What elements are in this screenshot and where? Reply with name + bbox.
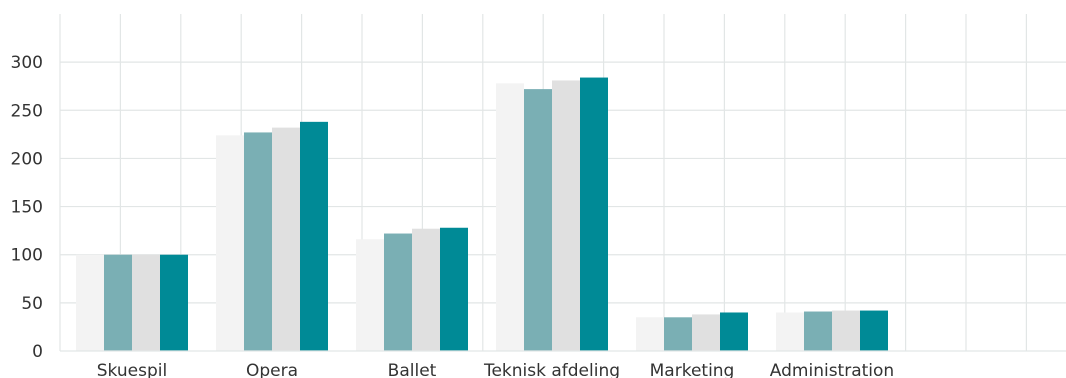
y-tick-label: 200 bbox=[11, 149, 43, 169]
x-category-label: Administration bbox=[770, 361, 894, 378]
bar bbox=[664, 317, 692, 351]
bar bbox=[132, 254, 160, 351]
bars bbox=[76, 77, 888, 352]
bar bbox=[76, 254, 104, 351]
bar bbox=[524, 89, 552, 352]
y-tick-label: 250 bbox=[11, 101, 43, 121]
bar bbox=[636, 317, 664, 351]
bar bbox=[440, 227, 468, 351]
bar bbox=[832, 310, 860, 351]
bar bbox=[776, 312, 804, 351]
x-category-label: Ballet bbox=[388, 361, 437, 378]
bar bbox=[412, 228, 440, 351]
bar bbox=[552, 80, 580, 352]
bar bbox=[860, 310, 888, 351]
bar bbox=[272, 127, 300, 351]
bar bbox=[356, 239, 384, 351]
y-tick-label: 150 bbox=[11, 198, 43, 218]
bar bbox=[300, 121, 328, 351]
bar bbox=[244, 132, 272, 351]
x-axis-labels: Skuespil Opera Ballet Teknisk afdeling Marke… bbox=[97, 361, 894, 378]
bar bbox=[384, 233, 412, 351]
y-axis-ticks: 0 50 100 150 200 250 300 bbox=[11, 53, 43, 362]
bar bbox=[804, 311, 832, 351]
x-category-label: Marketing bbox=[650, 361, 735, 378]
bar bbox=[692, 314, 720, 351]
y-tick-label: 100 bbox=[11, 246, 43, 266]
x-category-label: Opera bbox=[246, 361, 298, 378]
bar bbox=[580, 77, 608, 351]
bar bbox=[160, 254, 188, 351]
y-tick-label: 50 bbox=[21, 294, 43, 314]
x-category-label: Teknisk afdeling bbox=[483, 361, 620, 378]
y-tick-label: 0 bbox=[32, 342, 43, 362]
bar bbox=[496, 83, 524, 351]
x-category-label: Skuespil bbox=[97, 361, 167, 378]
bar bbox=[216, 135, 244, 351]
y-tick-label: 300 bbox=[11, 53, 43, 73]
bar bbox=[720, 312, 748, 351]
bar bbox=[104, 254, 132, 351]
